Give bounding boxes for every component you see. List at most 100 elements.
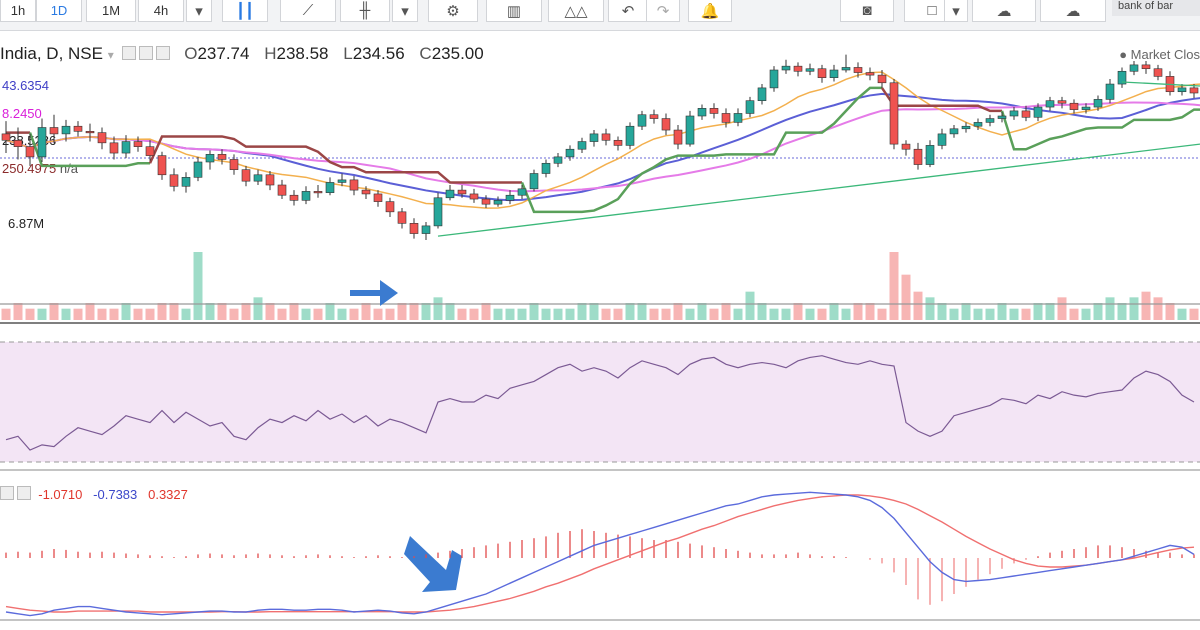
volume-bar <box>553 308 563 320</box>
volume-bar <box>781 308 791 320</box>
camera-icon: ◙ <box>862 2 872 19</box>
candle-up <box>61 125 71 135</box>
chart-name-label[interactable]: bank of bar <box>1112 0 1200 16</box>
candle-down <box>865 72 875 76</box>
candle-up <box>505 194 515 201</box>
volume-bar <box>421 303 431 320</box>
cloud-upload-icon: ☁ <box>1065 2 1081 20</box>
candles-style-button[interactable]: ┃┃ <box>222 0 268 22</box>
volume-bar <box>1069 308 1079 320</box>
candle-up <box>517 188 527 196</box>
interval-dropdown-button[interactable]: ▾ <box>186 0 212 22</box>
volume-bar <box>529 303 539 320</box>
candle-down <box>889 82 899 145</box>
indicators-dropdown-button[interactable]: ▾ <box>392 0 418 22</box>
indicators-button[interactable]: ╫ <box>340 0 390 22</box>
high-value: 238.58 <box>276 44 329 63</box>
interval-1d-button[interactable]: 1D <box>36 0 82 22</box>
candle-down <box>1153 68 1163 77</box>
close-toggle-icon[interactable] <box>155 46 170 60</box>
candle-down <box>385 201 395 213</box>
candle-up <box>253 174 263 182</box>
candle-down <box>481 198 491 205</box>
chevron-down-icon: ▾ <box>195 2 203 20</box>
volume-bar <box>481 303 491 320</box>
volume-bar <box>901 274 911 320</box>
symbol-label[interactable]: India, D, NSE <box>0 44 103 63</box>
volume-bar <box>61 308 71 320</box>
candle-down <box>913 148 923 165</box>
candle-up <box>1129 64 1139 72</box>
candle-up <box>1009 110 1019 117</box>
interval-4h-button[interactable]: 4h <box>138 0 184 22</box>
volume-bar <box>1081 308 1091 320</box>
settings-button[interactable]: ⚙ <box>428 0 478 22</box>
volume-bar <box>313 308 323 320</box>
candle-up <box>949 128 959 135</box>
cloud-upload-button[interactable]: ☁ <box>1040 0 1106 22</box>
macd-pane <box>5 491 1195 617</box>
candle-up <box>541 162 551 174</box>
volume-bar <box>397 303 407 320</box>
gear-icon: ⚙ <box>446 2 460 20</box>
indicator-value-2: 8.2450 <box>2 106 42 121</box>
compare-button[interactable]: ▥ <box>486 0 542 22</box>
interval-1h-button[interactable]: 1h <box>0 0 36 22</box>
candle-down <box>901 143 911 150</box>
layout-dropdown-button[interactable]: ▾ <box>944 0 968 22</box>
volume-bar <box>517 308 527 320</box>
candle-down <box>1021 110 1031 118</box>
square-icon: □ <box>927 2 937 19</box>
templates-button[interactable]: △△ <box>548 0 604 22</box>
candle-down <box>709 108 719 114</box>
chart-toolbar: 1h 1D 1M 4h ▾ ┃┃ ⟋ ╫ ▾ ⚙ ▥ △△ ↶ ↷ 🔔 ◙ □ … <box>0 0 1200 31</box>
candle-down <box>109 142 119 154</box>
snapshot-button[interactable]: ◙ <box>840 0 894 22</box>
volume-bar <box>673 303 683 320</box>
macd-close-icon[interactable] <box>17 486 31 500</box>
volume-bar <box>757 303 767 320</box>
candle-down <box>1 133 11 141</box>
candle-up <box>1033 106 1043 118</box>
candle-up <box>1045 100 1055 108</box>
candle-up <box>937 133 947 146</box>
eye-toggle-icon[interactable] <box>121 46 136 60</box>
settings-toggle-icon[interactable] <box>138 46 153 60</box>
volume-bar <box>925 297 935 320</box>
candle-down <box>85 131 95 134</box>
volume-bar <box>1 308 11 320</box>
interval-1m-button[interactable]: 1M <box>86 0 136 22</box>
macd-line <box>5 491 1195 617</box>
candle-down <box>169 174 179 187</box>
volume-bar <box>1117 303 1127 320</box>
volume-bar <box>457 308 467 320</box>
volume-bar <box>1021 308 1031 320</box>
volume-bar <box>733 308 743 320</box>
alert-button[interactable]: 🔔 <box>688 0 732 22</box>
rsi-pane <box>0 341 1200 463</box>
candle-down <box>661 118 671 131</box>
volume-bar <box>445 303 455 320</box>
volume-bar <box>1141 291 1151 320</box>
volume-bars <box>0 252 1200 320</box>
line-chart-icon: ⟋ <box>302 2 314 19</box>
chart-canvas[interactable] <box>0 30 1200 630</box>
volume-bar <box>37 308 47 320</box>
undo-button[interactable]: ↶ <box>608 0 648 22</box>
chevron-down-icon: ▾ <box>401 2 409 20</box>
volume-bar <box>301 308 311 320</box>
candle-up <box>529 173 539 190</box>
supertrend-down-line <box>148 135 522 184</box>
market-status: ● Market Clos <box>1119 47 1200 62</box>
symbol-dropdown-icon[interactable]: ▾ <box>107 48 114 62</box>
redo-button[interactable]: ↷ <box>646 0 680 22</box>
candle-up <box>337 179 347 183</box>
cloud-download-button[interactable]: ☁ <box>972 0 1036 22</box>
candle-up <box>745 100 755 114</box>
candle-up <box>961 125 971 130</box>
macd-settings-icon[interactable] <box>0 486 14 500</box>
volume-bar <box>997 303 1007 320</box>
volume-bar <box>433 297 443 320</box>
signal-line <box>5 494 1195 613</box>
line-style-button[interactable]: ⟋ <box>280 0 336 22</box>
